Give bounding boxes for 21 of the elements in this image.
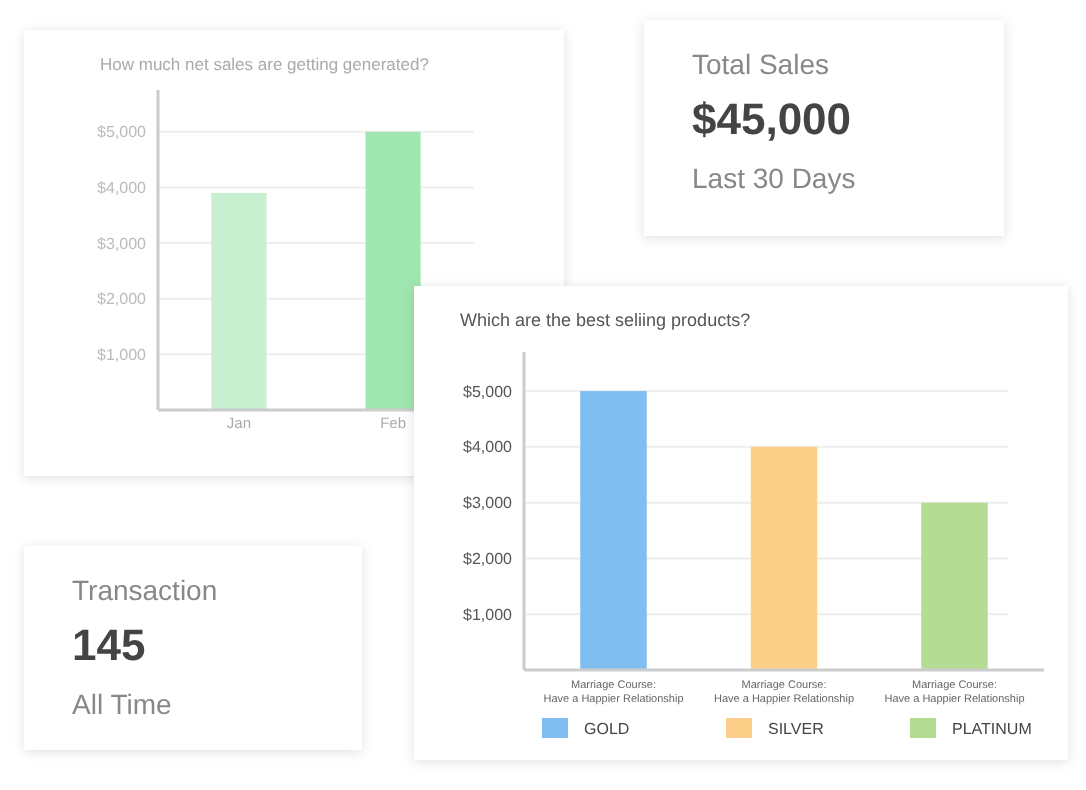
y-tick-label: $1,000 [463,605,514,624]
text: Last 30 Days [692,162,856,194]
y-tick-label: $3,000 [97,234,148,253]
y-tick-label: $3,000 [463,494,514,513]
y-tick-label: $4,000 [97,178,148,197]
text: Transaction [72,574,218,606]
text: 145 [72,620,146,670]
y-tick-label: $4,000 [463,438,514,457]
chart-title: How much net sales are getting generated? [100,54,430,74]
text: Total Sales [692,48,829,80]
legend-label: PLATINUM [952,720,1033,738]
text: All Time [72,688,172,720]
y-tick-label: $5,000 [463,382,514,401]
legend-label: GOLD [584,720,630,738]
y-tick-label: $1,000 [97,345,148,364]
y-tick-label: $5,000 [97,123,148,142]
y-tick-label: $2,000 [463,550,514,569]
chart-title: Which are the best seliing products? [460,310,751,330]
y-tick-label: $2,000 [97,290,148,309]
legend-label: SILVER [768,720,825,738]
text: $45,000 [692,94,852,144]
